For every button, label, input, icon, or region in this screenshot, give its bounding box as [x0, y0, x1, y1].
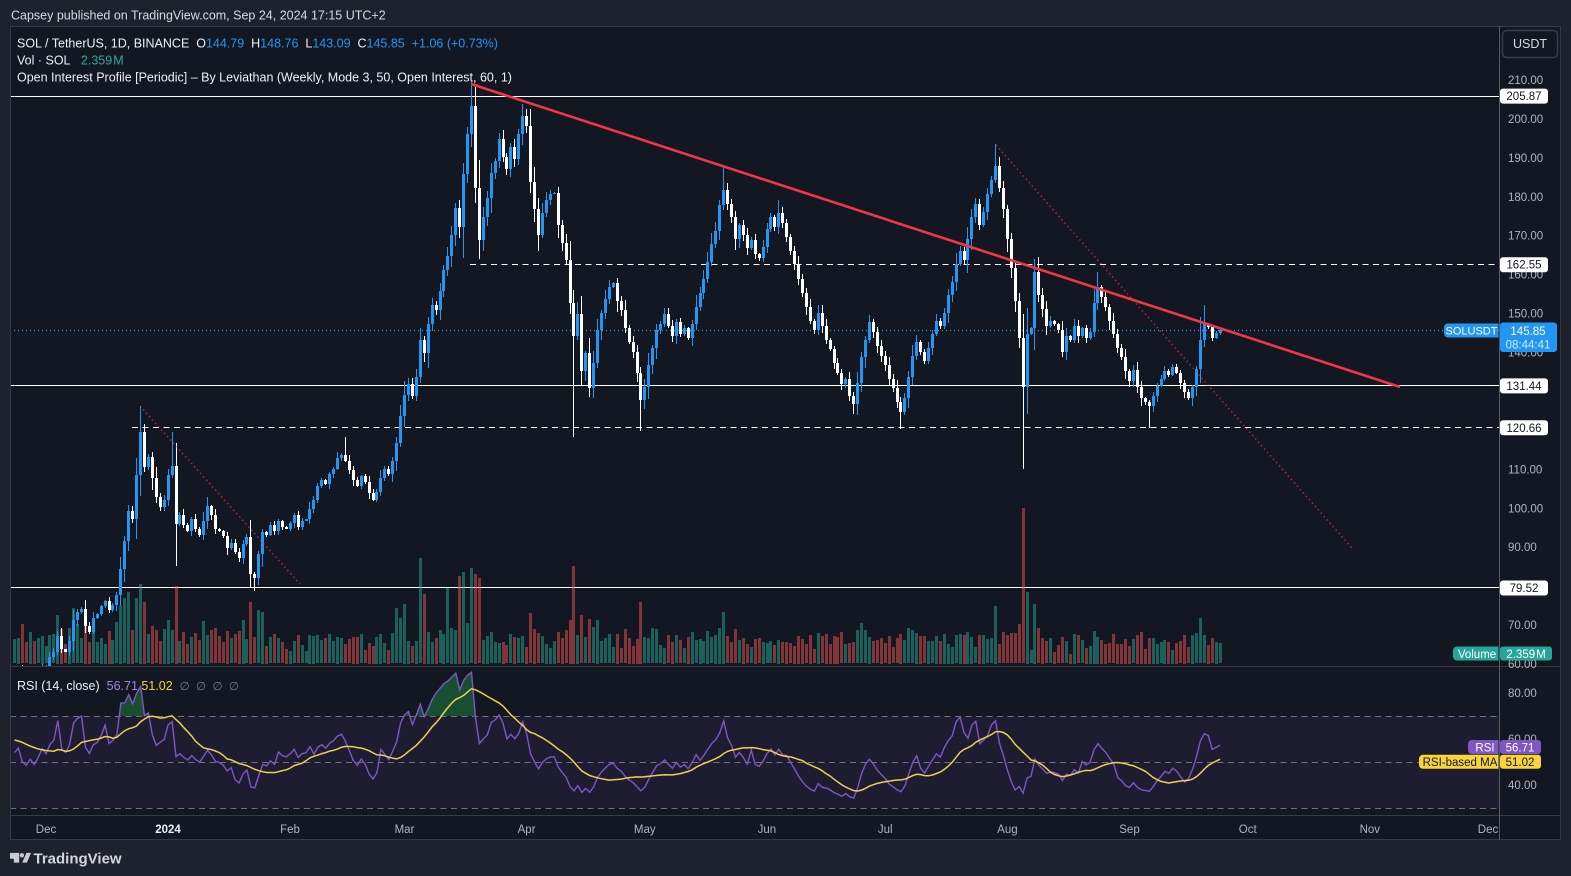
- svg-text:131.44: 131.44: [1506, 381, 1542, 393]
- svg-text:Dec: Dec: [1478, 824, 1499, 836]
- svg-text:Vol · SOL 2.359 M: Vol · SOL 2.359 M: [17, 54, 124, 68]
- svg-text:SOL / TetherUS, 1D, BINANCE O: SOL / TetherUS, 1D, BINANCE O144.79 H148…: [17, 37, 498, 51]
- svg-text:Oct: Oct: [1239, 824, 1258, 836]
- svg-text:210.00: 210.00: [1508, 75, 1543, 87]
- svg-text:Jun: Jun: [758, 824, 777, 836]
- svg-text:200.00: 200.00: [1508, 114, 1543, 126]
- svg-text:180.00: 180.00: [1508, 192, 1543, 204]
- svg-text:RSI: RSI: [1475, 742, 1494, 754]
- svg-text:40.00: 40.00: [1508, 780, 1537, 792]
- svg-text:170.00: 170.00: [1508, 231, 1543, 243]
- svg-text:Feb: Feb: [280, 824, 300, 836]
- svg-text:162.55: 162.55: [1506, 260, 1541, 272]
- svg-text:SOLUSDT: SOLUSDT: [1446, 326, 1498, 338]
- svg-text:60.00: 60.00: [1508, 659, 1537, 671]
- svg-text:190.00: 190.00: [1508, 153, 1543, 165]
- svg-text:2024: 2024: [155, 824, 181, 836]
- svg-text:70.00: 70.00: [1508, 620, 1537, 632]
- svg-text:USDT: USDT: [1513, 37, 1547, 51]
- svg-text:Apr: Apr: [518, 824, 536, 836]
- svg-text:08:44:41: 08:44:41: [1506, 339, 1551, 351]
- svg-text:90.00: 90.00: [1508, 542, 1537, 554]
- svg-text:110.00: 110.00: [1508, 464, 1542, 476]
- svg-text:80.00: 80.00: [1508, 688, 1537, 700]
- svg-text:Sep: Sep: [1119, 824, 1139, 836]
- svg-text:Dec: Dec: [36, 824, 57, 836]
- svg-text:120.66: 120.66: [1506, 423, 1541, 435]
- svg-text:150.00: 150.00: [1508, 309, 1543, 321]
- svg-text:RSI-based MA: RSI-based MA: [1423, 757, 1498, 769]
- svg-text:Open Interest Profile [Periodi: Open Interest Profile [Periodic] – By Le…: [17, 71, 512, 85]
- svg-text:RSI (14, close) 56.71 51.02: RSI (14, close) 56.71 51.02 ∅ ∅ ∅ ∅: [17, 679, 239, 693]
- svg-text:May: May: [634, 824, 656, 836]
- svg-text:51.02: 51.02: [1506, 757, 1535, 769]
- svg-text:100.00: 100.00: [1508, 503, 1543, 515]
- svg-text:Nov: Nov: [1360, 824, 1381, 836]
- svg-text:145.85: 145.85: [1510, 326, 1545, 338]
- svg-text:79.52: 79.52: [1510, 583, 1539, 595]
- svg-text:Aug: Aug: [997, 824, 1017, 836]
- svg-text:205.87: 205.87: [1506, 91, 1541, 103]
- svg-text:Jul: Jul: [878, 824, 893, 836]
- svg-text:Capsey published on TradingVie: Capsey published on TradingView.com, Sep…: [11, 9, 386, 23]
- svg-text:Volume: Volume: [1458, 649, 1496, 661]
- svg-text:160.00: 160.00: [1508, 270, 1543, 282]
- svg-text:TradingView: TradingView: [34, 851, 122, 868]
- svg-text:56.71: 56.71: [1506, 742, 1535, 754]
- svg-text:2.359 M: 2.359 M: [1506, 649, 1545, 661]
- svg-text:Mar: Mar: [395, 824, 415, 836]
